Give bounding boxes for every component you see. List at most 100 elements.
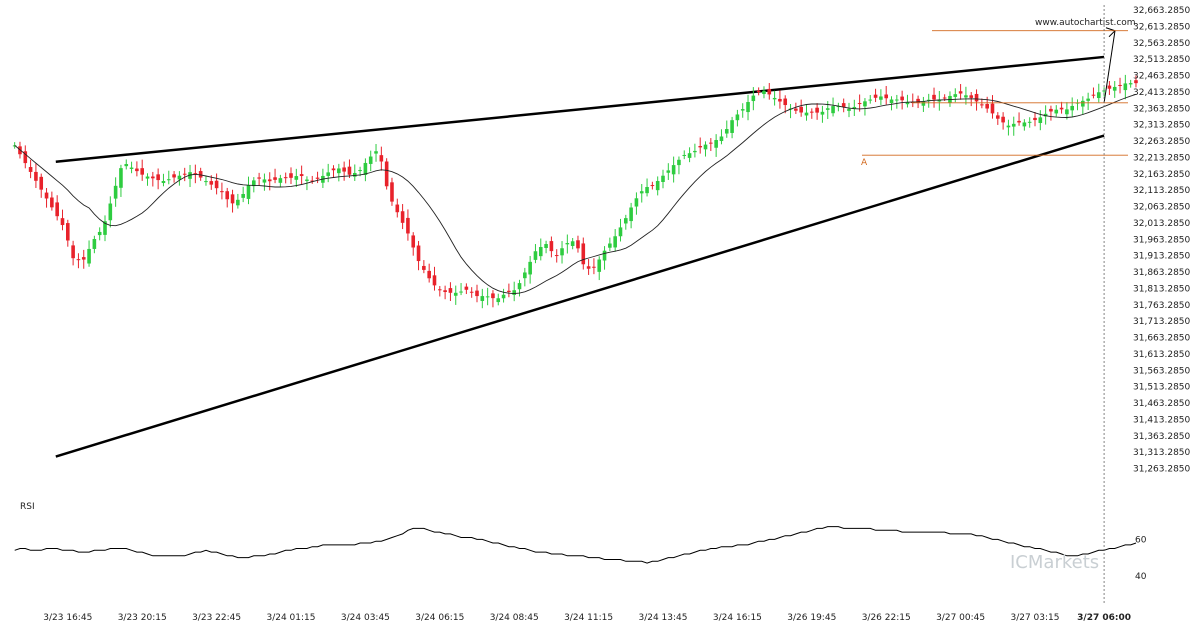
candle-body bbox=[283, 177, 288, 179]
time-tick-label: 3/26 22:15 bbox=[862, 613, 911, 623]
price-tick-label: 32,213.2850 bbox=[1133, 153, 1191, 163]
trend-lines-group bbox=[55, 27, 1116, 458]
time-tick-label: 3/23 22:45 bbox=[192, 613, 241, 623]
candle-body bbox=[661, 175, 665, 183]
candle-body bbox=[996, 115, 1000, 119]
candle-body bbox=[804, 112, 809, 116]
candle-body bbox=[315, 177, 320, 179]
candle-body bbox=[55, 202, 59, 217]
candle-body bbox=[172, 174, 176, 178]
candle-body bbox=[71, 245, 75, 259]
price-tick-label: 31,363.2850 bbox=[1133, 432, 1191, 442]
candle-body bbox=[60, 218, 65, 226]
candle-body bbox=[113, 185, 118, 199]
candle-body bbox=[501, 294, 506, 299]
candle-body bbox=[432, 275, 437, 286]
candle-body bbox=[103, 221, 107, 235]
candle-body bbox=[751, 95, 756, 102]
candle-body bbox=[480, 296, 485, 301]
levels-group: A bbox=[861, 30, 1128, 168]
price-tick-label: 31,963.2850 bbox=[1133, 235, 1191, 245]
candle-body bbox=[852, 106, 857, 109]
candle-body bbox=[76, 259, 81, 261]
candle-body bbox=[108, 203, 113, 221]
candle-body bbox=[262, 179, 267, 183]
price-tick-label: 32,013.2850 bbox=[1133, 219, 1191, 229]
candle-body bbox=[905, 102, 910, 105]
candle-body bbox=[879, 96, 883, 100]
price-tick-label: 31,663.2850 bbox=[1133, 334, 1191, 344]
candle-body bbox=[438, 289, 442, 291]
candle-body bbox=[1081, 100, 1085, 107]
price-tick-label: 32,163.2850 bbox=[1133, 170, 1191, 180]
candle-body bbox=[512, 290, 516, 295]
candle-body bbox=[533, 251, 538, 260]
candle-body bbox=[496, 298, 501, 303]
time-axis: 3/23 16:45 3/23 20:15 3/23 22:45 3/24 01:15… bbox=[43, 613, 1131, 623]
candle-body bbox=[92, 239, 97, 249]
candle-body bbox=[719, 136, 724, 142]
candle-body bbox=[294, 176, 299, 180]
candle-body bbox=[34, 171, 38, 181]
time-tick-label: 3/27 06:00 bbox=[1077, 613, 1131, 623]
candle-body bbox=[613, 236, 617, 248]
candle-body bbox=[507, 290, 511, 292]
candle-body bbox=[475, 290, 479, 297]
time-tick-label: 3/24 08:45 bbox=[490, 613, 539, 623]
candle-body bbox=[151, 176, 155, 179]
candle-body bbox=[932, 94, 936, 100]
candle-body bbox=[576, 240, 580, 249]
candle-body bbox=[66, 223, 70, 241]
source-label: www.autochartist.com bbox=[1035, 18, 1136, 28]
candle-body bbox=[703, 144, 708, 150]
candle-body bbox=[135, 168, 139, 172]
candle-body bbox=[937, 99, 942, 102]
candle-body bbox=[639, 191, 644, 194]
candle-body bbox=[379, 155, 384, 162]
candle-body bbox=[618, 227, 623, 237]
candle-body bbox=[225, 191, 230, 200]
candle-body bbox=[592, 266, 596, 268]
lower-trend-line bbox=[55, 134, 1105, 458]
candle-body bbox=[1017, 120, 1021, 123]
candle-body bbox=[289, 173, 293, 178]
candle-body bbox=[831, 106, 835, 114]
candle-body bbox=[602, 250, 607, 261]
candle-body bbox=[762, 90, 766, 95]
time-tick-label: 3/27 00:45 bbox=[936, 613, 985, 623]
candle-body bbox=[586, 266, 591, 269]
candle-body bbox=[273, 177, 277, 180]
moving-average-line bbox=[14, 93, 1137, 295]
candle-body bbox=[1054, 109, 1059, 114]
candle-body bbox=[895, 99, 899, 101]
price-tick-label: 31,563.2850 bbox=[1133, 366, 1191, 376]
candle-body bbox=[395, 204, 400, 213]
candle-body bbox=[1107, 85, 1112, 89]
candle-body bbox=[374, 151, 378, 154]
time-tick-label: 3/23 16:45 bbox=[43, 613, 92, 623]
candle-body bbox=[836, 106, 841, 108]
candle-body bbox=[629, 207, 633, 222]
price-tick-label: 31,463.2850 bbox=[1133, 399, 1191, 409]
candle-body bbox=[517, 283, 522, 290]
price-tick-label: 31,263.2850 bbox=[1133, 465, 1191, 475]
price-tick-label: 32,313.2850 bbox=[1133, 121, 1191, 131]
candle-body bbox=[528, 261, 532, 275]
candle-body bbox=[384, 161, 389, 187]
candle-body bbox=[709, 142, 713, 144]
time-tick-label: 3/27 03:15 bbox=[1010, 613, 1059, 623]
candle-body bbox=[28, 167, 33, 172]
candle-body bbox=[1049, 108, 1053, 112]
price-tick-label: 32,113.2850 bbox=[1133, 186, 1191, 196]
candle-body bbox=[252, 180, 256, 187]
candle-body bbox=[81, 257, 86, 260]
candle-body bbox=[166, 179, 171, 181]
candle-body bbox=[236, 199, 240, 206]
watermark: ICMarkets bbox=[1010, 552, 1099, 573]
candle-body bbox=[140, 168, 144, 175]
candle-body bbox=[730, 120, 734, 133]
candle-body bbox=[756, 90, 761, 93]
candle-body bbox=[538, 247, 543, 257]
candle-body bbox=[491, 293, 495, 299]
time-tick-label: 3/24 11:15 bbox=[564, 613, 613, 623]
